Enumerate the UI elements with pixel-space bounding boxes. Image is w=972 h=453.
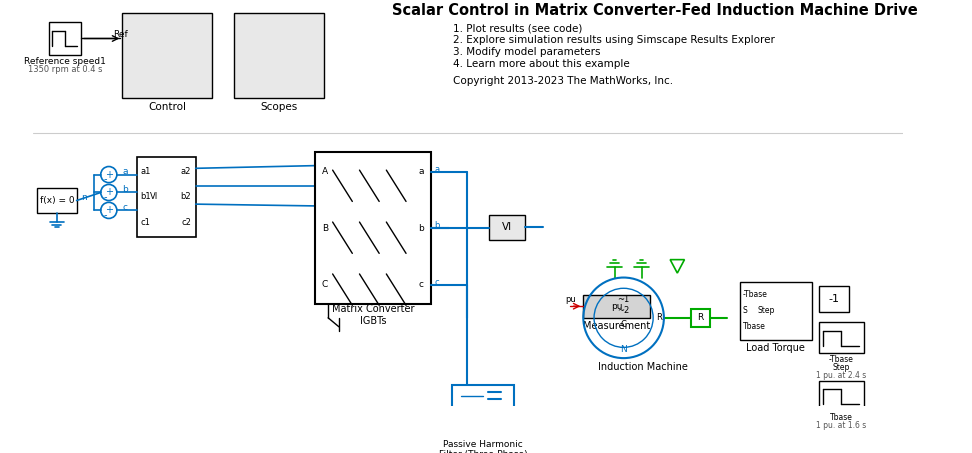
Text: a1: a1 [140, 167, 151, 175]
Text: a2: a2 [181, 167, 191, 175]
Text: Control: Control [148, 102, 186, 112]
Text: 2. Explore simulation results using Simscape Results Explorer: 2. Explore simulation results using Sims… [454, 35, 776, 45]
FancyBboxPatch shape [818, 381, 863, 411]
Text: Copyright 2013-2023 The MathWorks, Inc.: Copyright 2013-2023 The MathWorks, Inc. [454, 76, 674, 86]
Text: 4. Learn more about this example: 4. Learn more about this example [454, 58, 630, 68]
Text: 1350 rpm at 0.4 s: 1350 rpm at 0.4 s [27, 65, 102, 74]
Text: b: b [122, 185, 127, 194]
Text: Tbase: Tbase [830, 413, 852, 422]
Text: 1. Plot results (see code): 1. Plot results (see code) [454, 24, 583, 34]
Text: c1: c1 [140, 218, 150, 227]
FancyBboxPatch shape [691, 309, 711, 327]
Text: +: + [105, 205, 113, 215]
Text: Load Torque: Load Torque [746, 343, 805, 353]
Text: pu: pu [566, 295, 576, 304]
Text: Induction Machine: Induction Machine [599, 362, 688, 372]
Text: R: R [698, 313, 704, 323]
Text: b1: b1 [140, 193, 151, 202]
FancyBboxPatch shape [234, 14, 324, 98]
Text: A: A [322, 168, 328, 176]
Text: Ref: Ref [114, 29, 128, 39]
Text: c: c [419, 280, 424, 289]
Text: -Tbase: -Tbase [743, 290, 768, 299]
Text: c: c [122, 203, 127, 212]
Text: +: + [105, 169, 113, 179]
Text: 1 pu. at 2.4 s: 1 pu. at 2.4 s [816, 371, 866, 380]
Text: R: R [656, 313, 662, 323]
Text: VI: VI [503, 222, 512, 232]
Text: a: a [419, 168, 424, 176]
FancyBboxPatch shape [489, 215, 525, 240]
Text: a: a [122, 168, 127, 176]
Text: ~2: ~2 [617, 306, 630, 315]
Text: b2: b2 [181, 193, 191, 202]
Text: 1 pu. at 1.6 s: 1 pu. at 1.6 s [816, 421, 866, 430]
FancyBboxPatch shape [583, 295, 650, 318]
Text: -: - [103, 192, 107, 202]
Text: Step: Step [758, 306, 776, 315]
Text: c: c [434, 278, 439, 286]
Text: ~1: ~1 [617, 295, 630, 304]
Text: C: C [322, 280, 329, 289]
Text: Measurement: Measurement [583, 321, 650, 331]
Text: S: S [743, 306, 747, 315]
Text: VI: VI [150, 193, 157, 202]
Text: -1: -1 [828, 294, 840, 304]
Text: C: C [621, 320, 627, 329]
FancyBboxPatch shape [315, 152, 432, 304]
Text: Step: Step [832, 362, 850, 371]
Text: Passive Harmonic
Filter (Three-Phase): Passive Harmonic Filter (Three-Phase) [438, 440, 528, 453]
Text: Scopes: Scopes [260, 102, 297, 112]
Text: Matrix Converter
IGBTs: Matrix Converter IGBTs [331, 304, 414, 326]
Text: Scalar Control in Matrix Converter-Fed Induction Machine Drive: Scalar Control in Matrix Converter-Fed I… [392, 3, 918, 18]
Text: Reference speed1: Reference speed1 [24, 57, 106, 66]
FancyBboxPatch shape [122, 14, 212, 98]
Text: B: B [322, 224, 328, 233]
FancyBboxPatch shape [818, 322, 863, 353]
Text: b: b [418, 224, 424, 233]
FancyBboxPatch shape [740, 282, 812, 340]
Text: Tbase: Tbase [743, 322, 766, 331]
FancyBboxPatch shape [137, 157, 195, 237]
Text: pu: pu [610, 302, 622, 311]
Text: 3. Modify model parameters: 3. Modify model parameters [454, 47, 601, 57]
Text: N: N [620, 345, 627, 354]
Text: n: n [81, 193, 87, 202]
Text: c2: c2 [182, 218, 191, 227]
FancyBboxPatch shape [452, 385, 514, 439]
Text: b: b [434, 221, 440, 230]
Text: f(x) = 0: f(x) = 0 [40, 196, 74, 205]
FancyBboxPatch shape [37, 188, 77, 213]
Text: -: - [103, 174, 107, 184]
FancyBboxPatch shape [49, 22, 81, 55]
Text: +: + [105, 188, 113, 198]
Text: a: a [434, 165, 439, 173]
FancyBboxPatch shape [818, 286, 850, 312]
Text: -: - [103, 210, 107, 220]
Text: -Tbase: -Tbase [829, 355, 853, 363]
